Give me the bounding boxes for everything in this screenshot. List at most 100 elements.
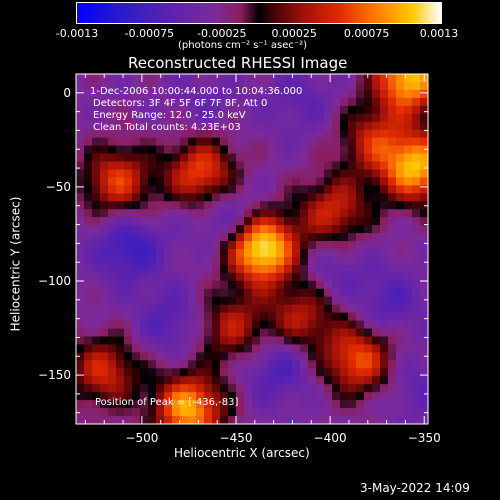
heatmap-cell [140, 336, 149, 346]
heatmap-cell [412, 105, 421, 115]
heatmap-cell [76, 296, 85, 306]
heatmap-cell [404, 225, 413, 234]
heatmap-cell [300, 129, 309, 139]
heatmap-cell [108, 304, 117, 314]
heatmap-cell [268, 193, 277, 202]
heatmap-cell [220, 360, 229, 369]
heatmap-cell [220, 233, 229, 242]
heatmap-cell [252, 272, 261, 282]
heatmap-cell [84, 121, 93, 131]
heatmap-cell [420, 296, 428, 306]
heatmap-cell [252, 201, 261, 210]
heatmap-cell [364, 256, 373, 266]
heatmap-cell [164, 376, 173, 385]
heatmap-cell [324, 360, 333, 369]
heatmap-cell [308, 225, 317, 234]
heatmap-cell [332, 145, 341, 155]
heatmap-cell [172, 74, 181, 83]
heatmap-cell [188, 368, 197, 377]
heatmap-cell [420, 312, 428, 322]
heatmap-cell [316, 256, 325, 266]
heatmap-cell [116, 320, 125, 330]
heatmap-cell [340, 193, 349, 202]
heatmap-cell [356, 169, 365, 178]
heatmap-cell [148, 249, 157, 258]
heatmap-cell [332, 392, 341, 401]
heatmap-cell [324, 296, 333, 306]
heatmap-cell [308, 89, 317, 99]
heatmap-cell [92, 320, 101, 330]
heatmap-cell [236, 137, 245, 147]
heatmap-cell [340, 280, 349, 290]
heatmap-cell [348, 129, 357, 139]
heatmap-cell [300, 344, 309, 353]
heatmap-cell [236, 225, 245, 234]
heatmap-cell [212, 209, 221, 218]
heatmap-cell [220, 408, 229, 417]
colorbar-tick-label: -0.00025 [197, 27, 247, 40]
heatmap-cell [316, 360, 325, 369]
heatmap-cell [284, 400, 293, 409]
heatmap-cell [196, 376, 205, 385]
heatmap-cell [76, 320, 85, 330]
heatmap-cell [380, 201, 389, 210]
heatmap-cell [348, 328, 357, 338]
heatmap-cell [140, 241, 149, 250]
heatmap-cell [364, 344, 373, 353]
heatmap-cell [172, 344, 181, 353]
heatmap-cell [140, 272, 149, 282]
heatmap-cell [372, 392, 381, 401]
heatmap-cell [204, 296, 213, 306]
heatmap-cell [396, 74, 405, 83]
heatmap-cell [244, 416, 253, 424]
heatmap-cell [92, 74, 101, 83]
heatmap-cell [324, 241, 333, 250]
heatmap-cell [140, 312, 149, 322]
heatmap-cell [108, 74, 117, 83]
heatmap-cell [172, 193, 181, 202]
heatmap-cell [388, 384, 397, 393]
heatmap-cell [148, 288, 157, 298]
heatmap-cell [196, 296, 205, 306]
heatmap-cell [404, 256, 413, 266]
heatmap-cell [84, 113, 93, 123]
heatmap-cell [116, 288, 125, 298]
heatmap-cell [364, 392, 373, 401]
heatmap-cell [300, 280, 309, 290]
heatmap-cell [348, 280, 357, 290]
heatmap-cell [316, 233, 325, 242]
heatmap-cell [292, 264, 301, 274]
heatmap-cell [284, 288, 293, 298]
heatmap-cell [260, 336, 269, 346]
heatmap-cell [180, 153, 189, 163]
heatmap-cell [124, 249, 133, 258]
heatmap-cell [140, 177, 149, 186]
heatmap-cell [156, 233, 165, 242]
heatmap-cell [84, 145, 93, 155]
heatmap-cell [300, 241, 309, 250]
heatmap-cell [396, 137, 405, 147]
heatmap-cell [196, 201, 205, 210]
heatmap-cell [276, 392, 285, 401]
heatmap-cell [212, 249, 221, 258]
heatmap-cell [148, 145, 157, 155]
heatmap-cell [316, 344, 325, 353]
heatmap-cell [84, 352, 93, 361]
heatmap-cell [300, 153, 309, 163]
heatmap-cell [308, 320, 317, 330]
heatmap-cell [204, 368, 213, 377]
heatmap-cell [244, 153, 253, 163]
heatmap-cell [332, 384, 341, 393]
heatmap-cell [220, 177, 229, 186]
heatmap-cell [380, 256, 389, 266]
heatmap-cell [308, 161, 317, 171]
heatmap-cell [356, 328, 365, 338]
heatmap-cell [116, 360, 125, 369]
heatmap-cell [228, 408, 237, 417]
heatmap-cell [164, 201, 173, 210]
heatmap-cell [284, 256, 293, 266]
heatmap-cell [292, 280, 301, 290]
heatmap-cell [100, 384, 109, 393]
heatmap-cell [148, 217, 157, 226]
heatmap-cell [388, 113, 397, 123]
